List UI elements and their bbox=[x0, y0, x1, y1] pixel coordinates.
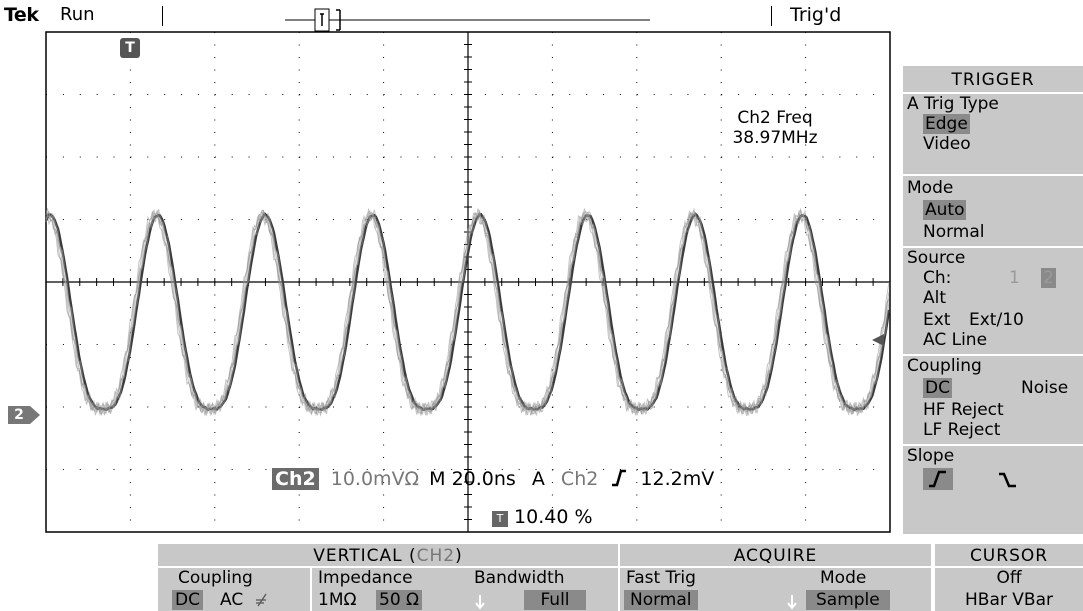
timebase: M 20.0ns bbox=[429, 468, 516, 490]
impedance-softkey[interactable]: Impedance 1MΩ 50 Ω bbox=[312, 568, 467, 611]
slope-label: Slope bbox=[907, 446, 955, 466]
trigger-position-icon: T bbox=[492, 511, 508, 527]
trig-type-video: Video bbox=[923, 134, 971, 154]
ground-icon bbox=[256, 593, 267, 607]
coupling-hf-reject: HF Reject bbox=[923, 400, 1004, 420]
trigger-menu-title: TRIGGER bbox=[951, 70, 1035, 90]
coupling-label: Coupling bbox=[178, 568, 253, 588]
measurement-value: 38.97MHz bbox=[732, 128, 818, 148]
status-divider bbox=[162, 6, 163, 26]
coupling-label: Coupling bbox=[907, 356, 982, 376]
source-ch2: 2 bbox=[1041, 268, 1056, 288]
menu-divider bbox=[903, 92, 1083, 94]
source-ext10: Ext/10 bbox=[969, 310, 1024, 330]
fast-trig-label: Fast Trig bbox=[626, 568, 696, 588]
coupling-noise: Noise bbox=[1021, 378, 1069, 398]
menu-divider bbox=[620, 566, 931, 568]
menu-divider bbox=[935, 566, 1083, 568]
record-position-indicator bbox=[285, 8, 650, 32]
trig-type-edge: Edge bbox=[923, 114, 970, 134]
coupling-softkey[interactable]: Coupling DC AC bbox=[158, 568, 308, 611]
acquisition-state: Run bbox=[60, 4, 95, 25]
volts-per-div: 10.0mVΩ bbox=[330, 468, 420, 490]
waveform-persistence bbox=[45, 207, 890, 417]
coupling-dc-option: DC bbox=[172, 590, 203, 610]
acquire-mode-label: Mode bbox=[820, 568, 867, 588]
acquire-mode-softkey[interactable]: Mode Sample bbox=[780, 568, 931, 611]
bandwidth-value: Full bbox=[524, 590, 586, 610]
menu-divider bbox=[903, 246, 1083, 248]
bandwidth-softkey[interactable]: Bandwidth Full bbox=[470, 568, 618, 611]
source-ext: Ext bbox=[923, 310, 951, 330]
graticule bbox=[45, 31, 891, 533]
impedance-1m-option: 1MΩ bbox=[318, 590, 357, 610]
status-divider bbox=[771, 6, 772, 26]
trigger-source: Ch2 bbox=[560, 468, 599, 490]
mode-normal: Normal bbox=[923, 222, 985, 242]
bandwidth-label: Bandwidth bbox=[474, 568, 565, 588]
fast-trig-softkey[interactable]: Fast Trig Normal bbox=[620, 568, 775, 611]
trigger-mode-letter: A bbox=[531, 468, 545, 490]
trigger-position-value: 10.40 % bbox=[514, 506, 593, 528]
acquire-menu: ACQUIRE Fast Trig Normal Mode Sample bbox=[620, 544, 931, 611]
down-arrow-icon bbox=[787, 595, 797, 610]
down-arrow-icon bbox=[475, 595, 485, 610]
source-alt: Alt bbox=[923, 288, 947, 308]
vertical-menu: VERTICAL (CH2) Coupling DC AC Impedance … bbox=[158, 544, 618, 611]
trigger-level: 12.2mV bbox=[640, 468, 715, 490]
trig-type-label: A Trig Type bbox=[907, 94, 999, 114]
vertical-menu-title: VERTICAL (CH2) bbox=[313, 546, 463, 566]
coupling-lf-reject: LF Reject bbox=[923, 420, 1001, 440]
mode-label: Mode bbox=[907, 178, 954, 198]
fast-trig-value: Normal bbox=[624, 590, 698, 610]
slope-rising-icon bbox=[923, 468, 953, 490]
ch2-ground-marker[interactable]: 2 bbox=[8, 406, 30, 424]
trigger-position-marker[interactable]: T bbox=[120, 38, 140, 58]
cursor-options: HBar VBar bbox=[965, 590, 1053, 610]
trigger-status: Trig'd bbox=[790, 4, 842, 26]
source-ch-label: Ch: bbox=[923, 268, 952, 288]
mode-auto: Auto bbox=[923, 200, 967, 220]
cursor-menu: CURSOR Off HBar VBar bbox=[935, 544, 1083, 611]
coupling-ac-option: AC bbox=[220, 590, 244, 610]
source-label: Source bbox=[907, 248, 966, 268]
menu-divider bbox=[903, 174, 1083, 176]
brand-logo: Tek bbox=[4, 4, 39, 26]
measurement-label: Ch2 Freq bbox=[737, 108, 813, 128]
acquire-mode-value: Sample bbox=[806, 590, 890, 610]
menu-divider bbox=[903, 354, 1083, 356]
slope-falling-icon bbox=[999, 472, 1016, 488]
impedance-label: Impedance bbox=[318, 568, 413, 588]
cursor-softkey[interactable]: Off HBar VBar bbox=[935, 568, 1083, 611]
frequency-measurement: Ch2 Freq 38.97MHz bbox=[700, 108, 850, 148]
acquire-menu-title: ACQUIRE bbox=[733, 546, 818, 566]
waveform-persistence bbox=[45, 209, 890, 417]
trigger-level-arrow-icon[interactable] bbox=[872, 334, 884, 346]
softkey-divider bbox=[310, 568, 312, 611]
ch2-marker-arrow-icon bbox=[30, 406, 40, 424]
coupling-dc: DC bbox=[923, 378, 952, 398]
ch2-waveform-trace bbox=[44, 207, 891, 417]
trigger-position-readout: T 10.40 % bbox=[492, 506, 593, 528]
cursor-menu-title: CURSOR bbox=[969, 546, 1049, 566]
menu-divider bbox=[158, 566, 618, 568]
impedance-50-option: 50 Ω bbox=[376, 590, 423, 610]
trigger-menu: TRIGGER A Trig Type Edge Video Mode Auto… bbox=[903, 66, 1083, 534]
channel-badge: Ch2 bbox=[272, 468, 319, 490]
source-acline: AC Line bbox=[923, 330, 988, 350]
cursor-value: Off bbox=[996, 568, 1022, 588]
menu-divider bbox=[903, 444, 1083, 446]
rising-slope-icon bbox=[612, 469, 627, 487]
source-ch1: 1 bbox=[1009, 268, 1020, 288]
readout-line: Ch2 10.0mVΩ M 20.0ns A Ch2 12.2mV bbox=[272, 468, 714, 490]
